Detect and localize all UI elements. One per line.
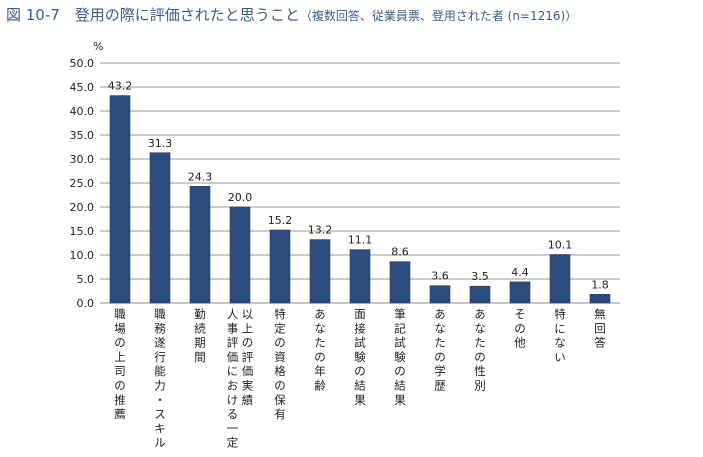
- category-label: 勤続期間: [194, 307, 206, 364]
- chart-title: 図 10-7 登用の際に評価されたと思うこと（複数回答、従業員票、登用された者 …: [6, 4, 577, 25]
- y-tick-label: 40.0: [70, 105, 95, 118]
- bar: [549, 254, 571, 304]
- y-tick-label: 5.0: [77, 273, 95, 286]
- data-label: 43.2: [108, 80, 133, 93]
- bar: [229, 206, 251, 304]
- category-label: あなたの性別: [474, 307, 486, 393]
- y-tick-label: 10.0: [70, 249, 95, 262]
- y-axis-unit: %: [93, 40, 103, 53]
- bar: [429, 285, 451, 304]
- category-label: 職場の上司の推薦: [114, 307, 126, 421]
- chart-title-main: 図 10-7 登用の際に評価されたと思うこと: [6, 6, 300, 24]
- y-tick-label: 35.0: [70, 129, 95, 142]
- category-label: 職務遂行能力・スキル: [154, 307, 166, 450]
- bar: [189, 186, 211, 304]
- bar: [269, 229, 291, 304]
- data-label: 11.1: [348, 234, 373, 247]
- data-label: 20.0: [228, 191, 253, 204]
- y-tick-label: 15.0: [70, 225, 95, 238]
- y-tick-label: 25.0: [70, 177, 95, 190]
- bar: [469, 285, 491, 304]
- data-label: 4.4: [511, 266, 529, 279]
- data-labels: 43.2 31.3 24.3 20.0 15.2 13.2 11.1 8.6 3.6 3.5 4.4…: [108, 80, 609, 292]
- y-tick-label: 45.0: [70, 81, 95, 94]
- y-axis-ticks: 0.0 5.0 10.0 15.0 20.0 25.0 30.0 35.0 40.0 45.0 50…: [70, 57, 95, 310]
- data-label: 31.3: [148, 137, 173, 150]
- data-label: 8.6: [391, 246, 409, 259]
- data-label: 1.8: [591, 278, 609, 291]
- data-label: 15.2: [268, 214, 293, 227]
- category-label: 以上の評価実績: [242, 307, 254, 407]
- category-label: 特定の資格の保有: [274, 307, 286, 421]
- data-label: 3.5: [471, 270, 489, 283]
- category-label: 人事評価における一定: [227, 307, 239, 450]
- y-tick-label: 0.0: [77, 297, 95, 310]
- category-label: 無回答: [594, 307, 606, 350]
- y-tick-label: 50.0: [70, 57, 95, 70]
- grid-lines: [100, 62, 620, 280]
- category-label: あなたの年齢: [314, 307, 326, 393]
- data-label: 10.1: [548, 239, 573, 252]
- category-label: あなたの学歴: [434, 307, 446, 393]
- category-label: 特にない: [554, 307, 566, 364]
- data-label: 3.6: [431, 270, 449, 283]
- bars: [109, 95, 611, 304]
- bar: [349, 249, 371, 304]
- data-label: 13.2: [308, 224, 333, 237]
- category-label: 面接試験の結果: [354, 307, 366, 407]
- bar: [109, 95, 131, 304]
- category-label: 筆記試験の結果: [394, 307, 406, 407]
- chart-subtitle: （複数回答、従業員票、登用された者 (n=1216)）: [299, 9, 578, 23]
- bar: [149, 152, 171, 304]
- data-label: 24.3: [188, 170, 213, 183]
- y-tick-label: 30.0: [70, 153, 95, 166]
- y-tick-label: 20.0: [70, 201, 95, 214]
- bar: [309, 239, 331, 304]
- category-label: その他: [514, 307, 526, 350]
- bar: [509, 281, 531, 304]
- bar: [389, 261, 411, 304]
- bar: [589, 294, 611, 304]
